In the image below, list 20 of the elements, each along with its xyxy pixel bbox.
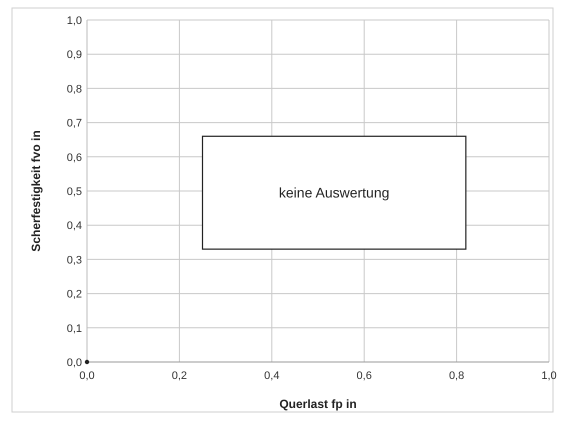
y-tick-label: 0,9 xyxy=(66,49,82,62)
y-tick-label: 0,2 xyxy=(66,288,82,301)
y-tick-label: 1,0 xyxy=(66,15,82,27)
x-tick-label: 0,8 xyxy=(448,370,464,382)
x-tick-label: 0,6 xyxy=(356,370,372,382)
x-tick-label: 0,0 xyxy=(79,370,95,382)
x-tick-label: 1,0 xyxy=(541,370,557,382)
y-tick-label: 0,7 xyxy=(66,118,82,130)
x-tick-label: 0,4 xyxy=(264,370,280,382)
y-tick-label: 0,6 xyxy=(66,152,82,164)
x-axis-title: Querlast fp in xyxy=(279,397,357,411)
y-tick-label: 0,3 xyxy=(66,254,82,266)
y-tick-label: 0,4 xyxy=(66,220,82,232)
y-tick-label: 0,5 xyxy=(66,186,82,198)
y-tick-label: 0,8 xyxy=(66,83,82,96)
annotation: keine Auswertung xyxy=(278,184,390,201)
y-tick-label: 0,1 xyxy=(66,322,82,335)
y-tick-label: 0,0 xyxy=(66,357,82,369)
x-tick-label: 0,2 xyxy=(172,370,188,382)
y-axis-title: Scherfestigkeit fvo in xyxy=(29,130,43,252)
